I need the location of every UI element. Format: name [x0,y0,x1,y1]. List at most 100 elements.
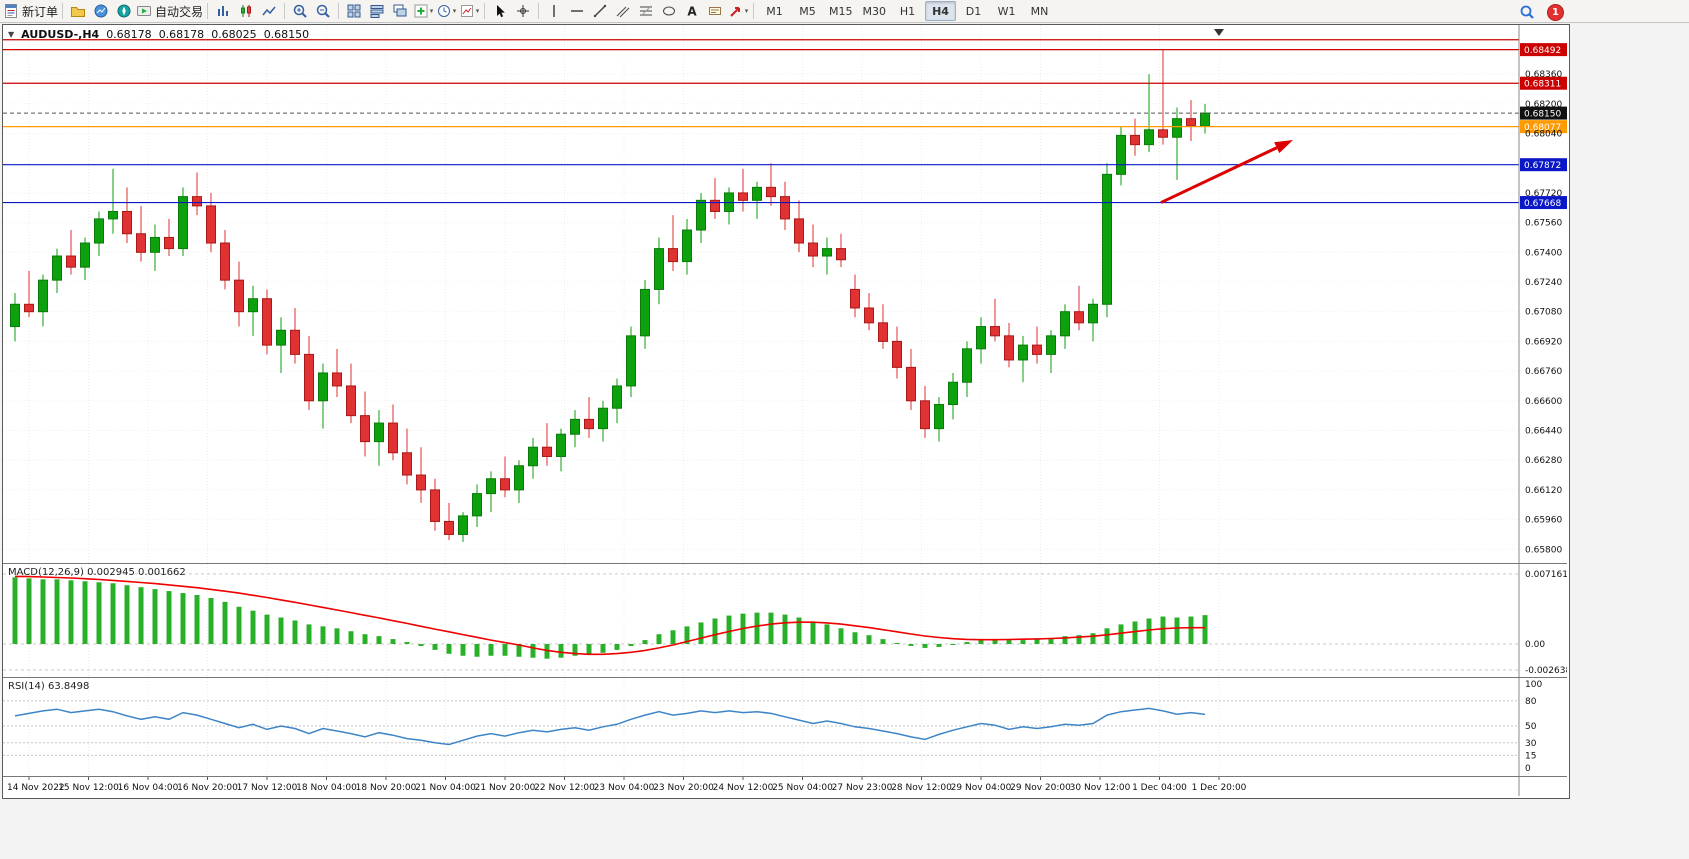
cascade-windows-button[interactable] [389,1,411,21]
current-price-badge [1520,106,1567,120]
svg-text:21 Nov 20:00: 21 Nov 20:00 [475,783,536,793]
trend-arrow[interactable] [1160,146,1278,204]
fibonacci-button[interactable] [635,1,657,21]
macd-histogram-bar [530,644,536,658]
candle [346,385,356,417]
macd-histogram-bar [1048,638,1054,644]
candle [262,298,272,346]
dropdown-caret-icon[interactable]: ▾ [744,7,749,15]
periods-button[interactable]: ▾ [435,1,457,21]
dropdown-caret-icon[interactable]: ▾ [475,7,480,15]
candle-chart-button[interactable] [235,1,257,21]
timeframe-button-MN[interactable]: MN [1030,4,1049,18]
timeframe-button-H1[interactable]: H1 [899,4,916,18]
svg-text:50: 50 [1525,722,1537,732]
cursor-button[interactable] [489,1,511,21]
timeframe-button-H4[interactable]: H4 [925,1,957,21]
clock-icon [437,5,450,17]
macd-pane[interactable]: MACD(12,26,9) 0.002945 0.001662 0.007161 0… [3,563,1567,677]
new-order-button[interactable]: 新订单 [3,1,58,21]
macd-histogram-bar [390,639,396,644]
add-indicator-button[interactable]: ▾ [412,1,434,21]
candle [752,186,762,201]
text-label-button[interactable] [704,1,726,21]
vertical-line-button[interactable] [543,1,565,21]
rsi-pane[interactable]: RSI(14) 63.8498 100 80 50 30 15 0 [3,677,1567,776]
candle [1074,311,1084,324]
zoom-in-button[interactable] [289,1,311,21]
text-button[interactable]: A [681,1,703,21]
time-axis[interactable]: 14 Nov 2022 15 Nov 12:00 16 Nov 04:00 16 No… [3,776,1567,796]
notification-badge[interactable]: 1 [1547,3,1564,21]
svg-text:0.65800: 0.65800 [1525,545,1562,555]
line-chart-button[interactable] [258,1,280,21]
candle-chart-icon [241,5,252,17]
chart-symbol-period: AUDUSD-,H4 [21,28,100,41]
svg-text:100: 100 [1525,680,1542,690]
ohlc-open: 0.68178 [106,28,152,41]
macd-svg[interactable]: MACD(12,26,9) 0.002945 0.001662 0.007161 0… [3,564,1567,677]
market-watch-button[interactable] [90,1,112,21]
timeframe-button-M30[interactable]: M30 [862,4,887,18]
zoom-out-button[interactable] [312,1,334,21]
rsi-svg[interactable]: RSI(14) 63.8498 100 80 50 30 15 0 [3,678,1567,776]
ohlc-close: 0.68150 [263,28,310,41]
trendline-button[interactable] [589,1,611,21]
dropdown-caret-icon[interactable]: ▾ [429,7,434,15]
tile-windows-button[interactable] [343,1,365,21]
candle [248,298,258,313]
candle [962,348,972,383]
svg-text:18 Nov 04:00: 18 Nov 04:00 [296,783,357,793]
trend-arrow-head[interactable] [1274,140,1293,154]
chart-shift-marker[interactable] [1214,29,1224,36]
search-button[interactable] [1516,2,1538,22]
auto-trading-button[interactable]: 自动交易 [136,1,203,21]
macd-histogram-bar [208,597,214,644]
horizontal-line-button[interactable] [566,1,588,21]
channel-button[interactable] [612,1,634,21]
profiles-button[interactable] [67,1,89,21]
macd-histogram-bar [964,642,970,644]
one-click-trading-arrow[interactable]: ▼ [8,30,15,39]
macd-histogram-bar [306,624,312,644]
candle [416,474,426,491]
price-chart-svg[interactable]: 0.68492 0.68311 0.68077 0.67872 0.67668 0.681… [3,25,1567,563]
timeframe-button-W1[interactable]: W1 [997,4,1016,18]
svg-text:0.67720: 0.67720 [1525,189,1562,199]
toolbar-separator [484,3,486,19]
new-order-button-label: 新订单 [22,4,59,19]
price-pane[interactable]: 0.68492 0.68311 0.68077 0.67872 0.67668 0.681… [3,25,1567,563]
timeframe-button-M5[interactable]: M5 [799,4,816,18]
macd-histogram-bar [894,643,900,645]
macd-histogram-bar [768,612,774,644]
cursor-icon [497,5,505,18]
crosshair-button[interactable] [512,1,534,21]
timeframe-button-D1[interactable]: D1 [965,4,982,18]
arrange-windows-button[interactable] [366,1,388,21]
arrows-button[interactable]: ▾ [727,1,749,21]
candle [514,465,524,491]
macd-histogram-bar [600,644,606,653]
svg-text:23 Nov 20:00: 23 Nov 20:00 [653,783,714,793]
timeframe-button-M1[interactable]: M1 [766,4,783,18]
candle [108,210,118,220]
svg-text:16 Nov 04:00: 16 Nov 04:00 [118,783,179,793]
macd-histogram-bar [488,644,494,656]
shapes-button[interactable] [658,1,680,21]
dropdown-caret-icon[interactable]: ▾ [452,7,457,15]
macd-histogram-bar [572,644,578,656]
macd-histogram-bar [684,626,690,644]
svg-text:0.68077: 0.68077 [1524,123,1561,133]
macd-histogram-bar [446,644,452,654]
templates-button[interactable]: ▾ [458,1,480,21]
navigator-button[interactable] [113,1,135,21]
macd-histogram-bar [1104,628,1110,644]
candle [710,199,720,212]
macd-histogram-bar [712,618,718,644]
candles [10,49,1210,542]
macd-histogram-bar [12,577,18,644]
macd-histogram-bar [320,626,326,644]
bar-chart-button[interactable] [212,1,234,21]
timeframe-button-M15[interactable]: M15 [829,4,853,18]
